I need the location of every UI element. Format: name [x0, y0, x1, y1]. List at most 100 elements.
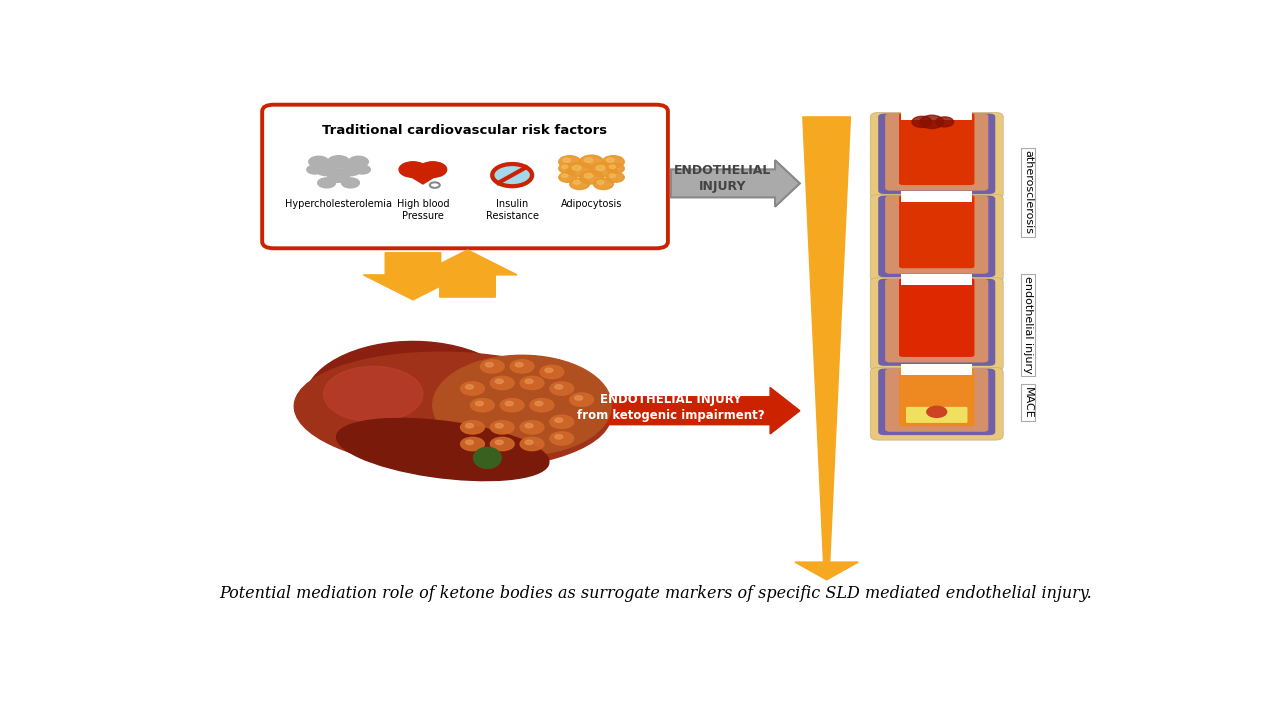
Circle shape: [603, 156, 625, 168]
Circle shape: [520, 437, 544, 451]
Circle shape: [466, 423, 474, 428]
Circle shape: [461, 437, 484, 451]
Circle shape: [500, 399, 524, 412]
Circle shape: [466, 384, 474, 389]
FancyBboxPatch shape: [899, 113, 974, 185]
Circle shape: [562, 174, 568, 177]
FancyBboxPatch shape: [878, 369, 996, 435]
Circle shape: [419, 162, 447, 177]
Circle shape: [563, 158, 571, 162]
Text: ENDOTHELIAL
INJURY: ENDOTHELIAL INJURY: [675, 164, 772, 194]
Circle shape: [520, 377, 544, 390]
Circle shape: [609, 165, 616, 168]
Circle shape: [911, 117, 932, 127]
FancyBboxPatch shape: [870, 367, 1004, 440]
Polygon shape: [364, 253, 462, 300]
Circle shape: [355, 165, 370, 174]
Circle shape: [559, 163, 576, 174]
Circle shape: [607, 172, 625, 182]
Ellipse shape: [294, 352, 611, 469]
FancyBboxPatch shape: [901, 191, 973, 202]
Circle shape: [461, 420, 484, 434]
Circle shape: [559, 172, 576, 182]
FancyBboxPatch shape: [870, 278, 1004, 371]
Circle shape: [585, 174, 593, 178]
Text: atherosclerosis: atherosclerosis: [1023, 150, 1033, 234]
Circle shape: [307, 165, 323, 174]
Polygon shape: [803, 117, 850, 564]
FancyBboxPatch shape: [901, 109, 973, 120]
Polygon shape: [671, 160, 800, 207]
Circle shape: [506, 401, 513, 406]
Text: High blood
Pressure: High blood Pressure: [397, 199, 449, 221]
Circle shape: [580, 171, 603, 184]
Text: Traditional cardiovascular risk factors: Traditional cardiovascular risk factors: [323, 124, 608, 137]
Text: Adipocytosis: Adipocytosis: [561, 199, 622, 210]
Circle shape: [511, 360, 534, 373]
Circle shape: [573, 181, 580, 184]
FancyBboxPatch shape: [878, 114, 996, 194]
Circle shape: [461, 382, 484, 395]
FancyBboxPatch shape: [870, 112, 1004, 199]
FancyBboxPatch shape: [906, 407, 968, 423]
Circle shape: [495, 379, 503, 384]
Circle shape: [328, 156, 349, 168]
Circle shape: [554, 435, 563, 439]
Circle shape: [559, 156, 581, 168]
Circle shape: [525, 379, 532, 384]
Circle shape: [554, 384, 563, 389]
Circle shape: [936, 117, 954, 127]
FancyBboxPatch shape: [886, 196, 988, 274]
Circle shape: [530, 399, 554, 412]
Circle shape: [927, 406, 947, 418]
Circle shape: [399, 162, 426, 177]
Circle shape: [490, 163, 534, 187]
FancyBboxPatch shape: [878, 196, 996, 277]
FancyBboxPatch shape: [899, 278, 974, 357]
Text: Potential mediation role of ketone bodies as surrogate markers of specific SLD m: Potential mediation role of ketone bodie…: [220, 585, 1092, 602]
FancyBboxPatch shape: [878, 279, 996, 366]
Circle shape: [550, 382, 573, 395]
Circle shape: [328, 170, 349, 182]
FancyBboxPatch shape: [262, 104, 668, 248]
Polygon shape: [417, 250, 517, 297]
Circle shape: [585, 158, 593, 163]
Circle shape: [316, 163, 338, 176]
Text: Insulin
Resistance: Insulin Resistance: [485, 199, 539, 221]
FancyBboxPatch shape: [899, 368, 974, 426]
FancyBboxPatch shape: [901, 274, 973, 285]
Circle shape: [495, 423, 503, 428]
FancyBboxPatch shape: [870, 194, 1004, 282]
Circle shape: [308, 156, 329, 167]
Circle shape: [572, 166, 581, 171]
Polygon shape: [401, 171, 444, 184]
Circle shape: [490, 377, 515, 390]
Ellipse shape: [303, 341, 522, 464]
FancyBboxPatch shape: [886, 369, 988, 432]
Circle shape: [607, 163, 625, 174]
Text: ENDOTHELIAL INJURY
from ketogenic impairment?: ENDOTHELIAL INJURY from ketogenic impair…: [577, 393, 764, 422]
Circle shape: [562, 165, 568, 168]
Circle shape: [570, 179, 590, 189]
Circle shape: [348, 156, 369, 167]
Circle shape: [471, 399, 494, 412]
Circle shape: [490, 437, 515, 451]
Circle shape: [480, 360, 504, 373]
Circle shape: [525, 440, 532, 444]
Circle shape: [525, 423, 532, 428]
Ellipse shape: [474, 447, 502, 469]
Circle shape: [570, 393, 594, 406]
Circle shape: [466, 440, 474, 444]
Circle shape: [594, 179, 613, 189]
Circle shape: [575, 396, 582, 400]
Ellipse shape: [337, 418, 549, 481]
FancyBboxPatch shape: [886, 279, 988, 362]
Circle shape: [920, 115, 943, 129]
Circle shape: [596, 181, 604, 184]
Circle shape: [550, 432, 573, 445]
Circle shape: [567, 162, 593, 177]
Circle shape: [554, 418, 563, 423]
FancyBboxPatch shape: [886, 114, 988, 191]
Ellipse shape: [433, 355, 612, 455]
FancyBboxPatch shape: [901, 364, 973, 374]
